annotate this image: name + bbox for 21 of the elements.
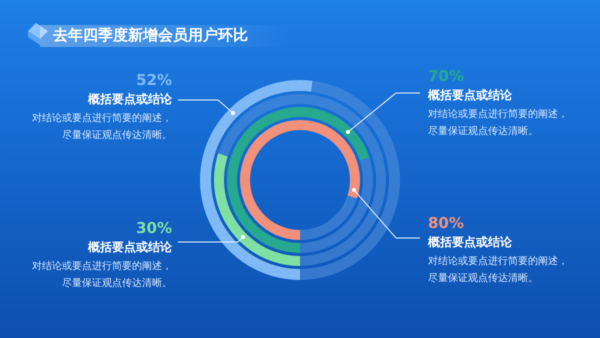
slice-label: 概括要点或结论 — [428, 234, 513, 251]
donut-slice — [227, 107, 370, 253]
slice-label: 概括要点或结论 — [86, 91, 172, 108]
donut-slice — [240, 120, 360, 240]
data-label: 70% — [428, 66, 465, 86]
data-label: 30% — [135, 218, 172, 238]
chart-title: 去年四季度新增会员用户环比 — [53, 26, 248, 45]
donut-slice — [300, 157, 373, 253]
data-label: 80% — [428, 213, 465, 233]
donut-slice — [300, 195, 358, 240]
donut-slice — [300, 80, 400, 280]
donut-slice — [218, 94, 386, 266]
slice-label: 概括要点或结论 — [428, 87, 513, 104]
text: 对结论或要点进行简要的阐述，尽量保证观点传达清晰。 — [31, 112, 172, 143]
donut-slice — [214, 153, 300, 266]
slice-label: 概括要点或结论 — [86, 239, 172, 256]
text: 对结论或要点进行简要的阐述，尽量保证观点传达清晰。 — [31, 260, 172, 291]
text: 对结论或要点进行简要的阐述，尽量保证观点传达清晰。 — [428, 108, 569, 139]
data-label: 52% — [135, 70, 172, 90]
text: 对结论或要点进行简要的阐述，尽量保证观点传达清晰。 — [428, 254, 569, 286]
donut-slice — [200, 80, 313, 280]
